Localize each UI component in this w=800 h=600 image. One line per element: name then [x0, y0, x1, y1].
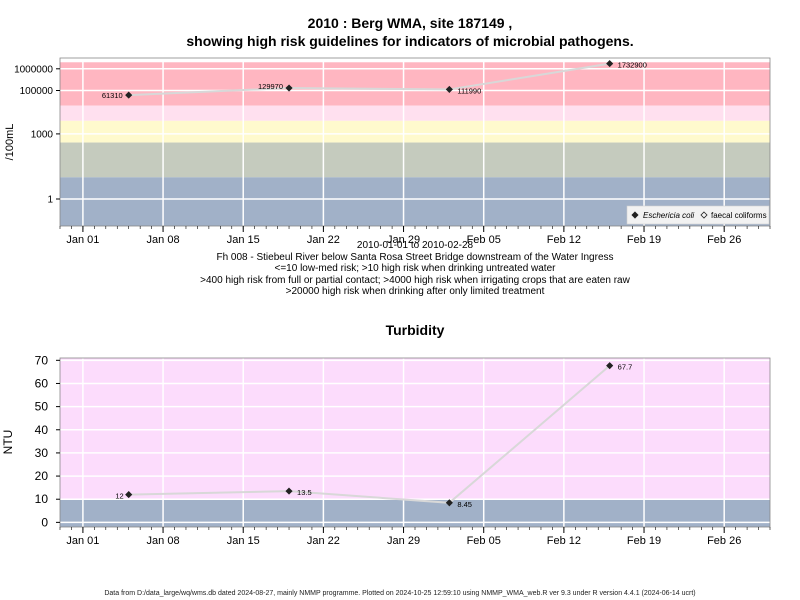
y-tick-label: 70	[35, 353, 49, 367]
legend-box	[626, 205, 770, 225]
caption-line: >20000 high risk when drinking after onl…	[285, 286, 545, 297]
series-line	[128, 364, 611, 504]
x-tick-label: Jan 29	[387, 535, 420, 547]
data-label: 13.5	[297, 488, 312, 497]
x-tick-label: Jan 01	[66, 535, 99, 547]
y-tick-label: 60	[35, 376, 49, 390]
x-tick-label: Feb 19	[627, 234, 661, 246]
caption-line: Fh 008 - Stiebeul River below Santa Rosa…	[216, 251, 614, 263]
x-tick-label: Jan 22	[307, 535, 340, 547]
caption-line: 2010-01-01 to 2010-02-28	[356, 240, 474, 251]
x-tick-label: Feb 19	[627, 535, 661, 547]
y-tick-label: 30	[35, 446, 49, 460]
caption-line: <=10 low-med risk; >10 high risk when dr…	[274, 263, 556, 274]
data-label: 67.7	[618, 363, 633, 372]
y-tick-label: 1000	[31, 129, 54, 140]
chart-title-line1: 2010 : Berg WMA, site 187149 ,	[307, 15, 513, 31]
data-point	[125, 91, 133, 99]
y-tick-label: 1	[47, 195, 53, 206]
x-tick-label: Jan 08	[147, 234, 180, 246]
x-tick-label: Jan 22	[307, 234, 340, 246]
turbidity-title: Turbidity	[385, 322, 445, 338]
y-tick-label: 40	[35, 423, 49, 437]
caption-line: >400 high risk from full or partial cont…	[200, 274, 630, 286]
risk-band	[60, 142, 770, 178]
y-tick-label: 20	[35, 469, 49, 483]
y-tick-label: 10	[35, 492, 49, 506]
x-tick-label: Feb 26	[707, 535, 741, 547]
data-label: 1732900	[618, 61, 647, 70]
x-tick-label: Jan 08	[147, 535, 180, 547]
chart-caption: 2010-01-01 to 2010-02-28 Fh 008 - Stiebe…	[60, 240, 770, 298]
y-tick-label: 1000000	[14, 64, 53, 75]
risk-band	[60, 358, 770, 500]
series-line	[128, 62, 610, 97]
data-label: 8.45	[457, 500, 472, 509]
legend-label-faecal-coliforms: faecal coliforms	[711, 211, 767, 220]
legend-marker-e-coli	[631, 211, 639, 219]
x-tick-label: Feb 26	[707, 234, 741, 246]
data-point	[285, 487, 293, 495]
x-tick-label: Jan 15	[227, 234, 260, 246]
data-point	[606, 60, 614, 68]
data-point	[445, 499, 453, 507]
risk-band	[60, 120, 770, 143]
x-tick-label: Feb 12	[547, 234, 581, 246]
data-point	[285, 84, 293, 92]
data-label: 61310	[102, 91, 123, 100]
data-point	[445, 85, 453, 93]
x-tick-label: Jan 29	[387, 234, 420, 246]
data-label: 129970	[258, 82, 283, 91]
legend-label-e-coli: Eschericia coli	[643, 211, 694, 220]
x-tick-label: Jan 01	[66, 234, 99, 246]
x-tick-label: Feb 05	[467, 234, 501, 246]
y-axis-label: NTU	[1, 430, 15, 455]
data-label: 111990	[457, 86, 481, 95]
footer-note: Data from D:/data_large/wq/wms.db dated …	[104, 590, 696, 597]
microbial-chart: Jan 01 Jan 08 Jan 15 Jan 22 Jan 29 Feb 05 Feb …	[4, 57, 771, 246]
x-tick-label: Feb 12	[547, 535, 581, 547]
y-tick-label: 100000	[20, 86, 54, 97]
risk-band	[60, 105, 770, 121]
data-point	[606, 362, 614, 370]
chart-title-line2: showing high risk guidelines for indicat…	[186, 33, 634, 49]
y-axis-label: /100mL	[4, 124, 16, 161]
y-tick-label: 0	[41, 515, 48, 529]
x-tick-label: Feb 05	[467, 535, 501, 547]
data-label: 12	[115, 492, 123, 501]
x-tick-label: Jan 15	[227, 535, 260, 547]
y-tick-label: 50	[35, 400, 49, 414]
data-point	[125, 491, 133, 499]
legend-marker-faecal-coliforms	[700, 211, 708, 219]
